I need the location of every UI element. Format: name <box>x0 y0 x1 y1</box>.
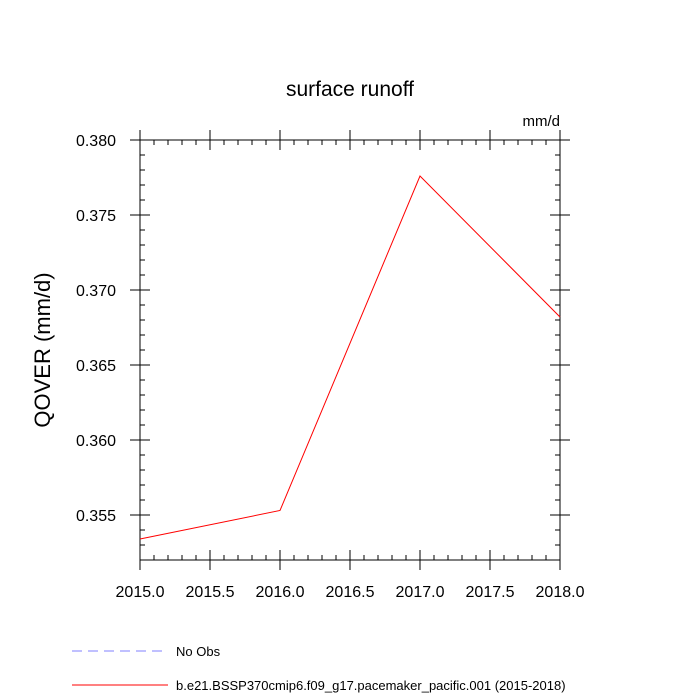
y-tick-label: 0.380 <box>76 133 116 150</box>
chart-title: surface runoff <box>286 78 414 101</box>
plot-frame <box>139 139 561 561</box>
y-tick-label: 0.355 <box>76 508 116 525</box>
plot-marks <box>139 175 561 540</box>
x-tick-label: 2015.5 <box>186 584 235 601</box>
y-tick-label: 0.365 <box>76 358 116 375</box>
x-tick-label: 2018.0 <box>536 584 585 601</box>
x-tick-label: 2016.5 <box>326 584 375 601</box>
y-tick-label: 0.370 <box>76 283 116 300</box>
series-line <box>139 175 561 540</box>
x-tick-label: 2017.5 <box>466 584 515 601</box>
y-tick-label: 0.375 <box>76 208 116 225</box>
units-label: mm/d <box>523 113 561 130</box>
x-tick-label: 2016.0 <box>256 584 305 601</box>
x-tick-label: 2017.0 <box>396 584 445 601</box>
legend: No Obs b.e21.BSSP370cmip6.f09_g17.pacemak… <box>72 644 566 693</box>
y-tick-label: 0.360 <box>76 433 116 450</box>
legend-label: No Obs <box>176 644 221 659</box>
x-tick-label: 2015.0 <box>116 584 165 601</box>
legend-label: b.e21.BSSP370cmip6.f09_g17.pacemaker_pac… <box>176 678 566 693</box>
axes: 2015.0 2015.5 2016.0 2016.5 2017.0 2017.5 2018… <box>76 130 585 601</box>
y-axis-label: QOVER (mm/d) <box>30 272 55 427</box>
